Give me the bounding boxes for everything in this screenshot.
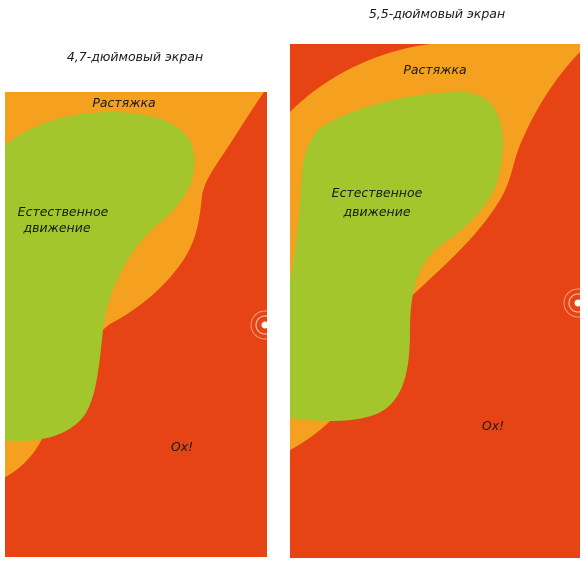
small-natural-zone	[5, 112, 195, 441]
large-natural-label-line1: Естественное	[332, 185, 423, 200]
large-stretch-label: Растяжка	[403, 62, 466, 77]
large-screen-title: 5,5-дюймовый экран	[369, 6, 505, 21]
small-hard-label: Ох!	[171, 439, 193, 454]
large-screen: Растяжка Естественное движение Ох!	[290, 44, 585, 558]
small-screen-title: 4,7-дюймовый экран	[67, 49, 203, 64]
small-stretch-label: Растяжка	[92, 95, 155, 110]
small-touch-indicator	[250, 310, 280, 340]
small-screen: Растяжка Естественное движение Ох!	[5, 92, 280, 557]
small-natural-label-line2: движение	[22, 220, 90, 235]
large-natural-label-line2: движение	[342, 204, 410, 219]
small-natural-label-line1: Естественное	[18, 204, 109, 219]
large-touch-indicator	[563, 288, 585, 318]
large-natural-zone	[290, 92, 503, 421]
large-hard-label: Ох!	[482, 418, 504, 433]
